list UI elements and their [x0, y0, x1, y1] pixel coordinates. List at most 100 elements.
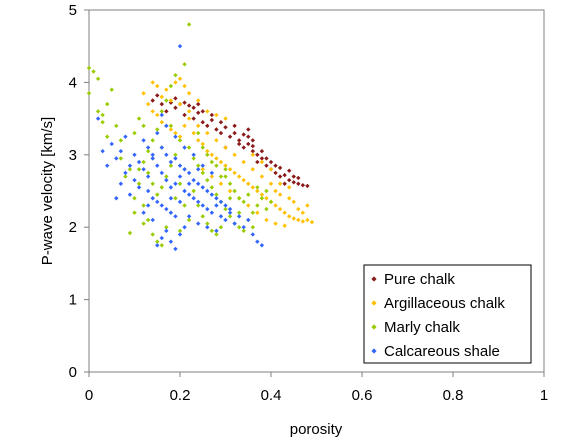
x-tick-label: 0.8: [443, 387, 464, 404]
data-point: [236, 225, 242, 230]
data-point: [214, 192, 219, 197]
data-point: [273, 170, 278, 176]
data-point: [259, 148, 265, 154]
legend-label: Argillaceous chalk: [384, 295, 505, 312]
data-point: [168, 123, 174, 129]
data-point: [173, 181, 178, 186]
data-point: [196, 167, 201, 172]
data-point: [150, 156, 155, 161]
legend-marker: [371, 276, 377, 282]
data-point: [186, 192, 192, 197]
legend-label: Pure chalk: [384, 271, 455, 288]
data-point: [168, 196, 174, 201]
data-point: [259, 196, 265, 201]
data-point: [214, 196, 219, 201]
data-point: [241, 145, 246, 150]
data-point: [182, 62, 187, 67]
data-point: [173, 196, 178, 201]
data-point: [177, 44, 183, 49]
data-point: [227, 206, 233, 212]
data-point: [114, 123, 119, 129]
data-point: [159, 235, 164, 241]
data-point: [218, 214, 224, 219]
data-point: [205, 225, 210, 230]
data-point: [141, 221, 146, 226]
data-point: [200, 163, 205, 168]
data-point: [236, 138, 242, 143]
data-point: [164, 152, 169, 157]
data-point: [145, 174, 151, 179]
data-point: [227, 134, 233, 139]
data-point: [100, 148, 105, 154]
y-tick-label: 1: [69, 292, 77, 309]
data-point: [95, 116, 101, 121]
data-point: [209, 112, 215, 118]
data-point: [205, 177, 210, 183]
data-point: [250, 210, 255, 215]
data-point: [145, 203, 151, 208]
data-point: [287, 168, 292, 173]
data-point: [150, 196, 155, 201]
data-point: [273, 221, 278, 226]
data-point: [227, 188, 233, 194]
data-point: [287, 185, 292, 190]
data-point: [296, 181, 301, 186]
data-point: [159, 109, 164, 114]
data-point: [236, 174, 242, 179]
data-point: [164, 109, 169, 114]
data-point: [255, 203, 260, 208]
data-point: [164, 228, 169, 234]
data-point: [241, 159, 246, 165]
data-point: [159, 101, 164, 107]
data-point: [205, 109, 210, 114]
data-point: [227, 167, 233, 172]
data-point: [141, 167, 146, 172]
data-point: [182, 167, 187, 172]
data-point: [305, 183, 310, 189]
data-point: [191, 130, 196, 136]
data-point: [246, 134, 251, 139]
data-point: [223, 163, 228, 168]
data-point: [223, 217, 228, 223]
data-point: [232, 123, 237, 129]
data-point: [173, 72, 178, 78]
data-points: [86, 22, 315, 252]
data-point: [191, 196, 196, 201]
data-point: [259, 174, 265, 179]
data-point: [155, 163, 160, 168]
data-point: [186, 109, 192, 114]
data-point: [186, 145, 192, 150]
data-point: [196, 181, 201, 186]
data-point: [186, 103, 192, 108]
data-point: [173, 105, 178, 110]
data-point: [132, 130, 137, 136]
data-point: [236, 141, 242, 147]
data-point: [164, 98, 169, 103]
data-point: [287, 214, 292, 219]
data-point: [173, 246, 178, 252]
data-point: [250, 167, 255, 172]
data-point: [282, 172, 287, 178]
data-point: [236, 214, 242, 219]
y-tick-label: 4: [69, 74, 77, 91]
data-point: [264, 217, 269, 223]
data-point: [168, 163, 174, 168]
data-point: [255, 210, 260, 215]
data-point: [182, 188, 187, 194]
data-point: [186, 217, 192, 223]
data-point: [282, 181, 287, 186]
data-point: [105, 163, 110, 168]
x-tick-label: 0.2: [170, 387, 191, 404]
data-point: [150, 138, 155, 143]
data-point: [205, 206, 210, 212]
data-point: [264, 163, 269, 168]
data-point: [177, 163, 183, 168]
data-point: [127, 192, 133, 197]
legend-label: Marly chalk: [384, 319, 460, 336]
data-point: [264, 196, 269, 201]
data-point: [159, 112, 164, 118]
legend-items: Pure chalk Argillaceous chalk Marly chalk C…: [371, 271, 505, 360]
data-point: [241, 228, 246, 234]
data-point: [95, 109, 101, 114]
data-point: [186, 22, 192, 27]
